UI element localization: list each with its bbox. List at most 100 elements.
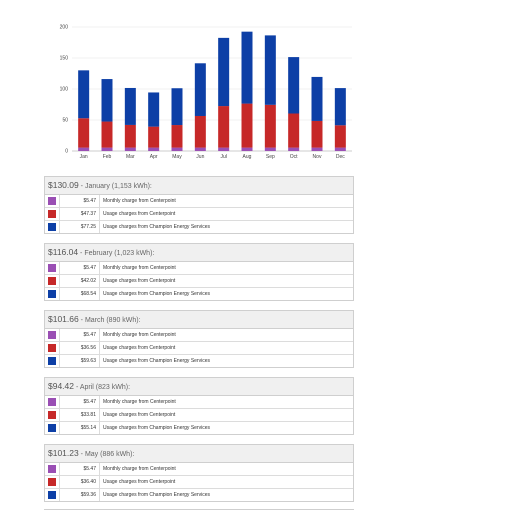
- charge-description: Monthly charge from Centerpoint: [103, 466, 176, 472]
- charge-row: $68.54 Usage charges from Champion Energy…: [45, 288, 353, 300]
- swatch-cell: [45, 195, 60, 207]
- y-tick-label: 150: [60, 56, 69, 62]
- swatch-cell: [45, 288, 60, 300]
- bar-segment-champion: [171, 88, 183, 126]
- bar-segment-centerpoint: [148, 126, 160, 148]
- charge-amount: $5.47: [60, 396, 100, 408]
- month-block: $116.04 - February (1,023 kWh): $5.47 Mont…: [44, 243, 354, 301]
- x-tick-label: Dec: [336, 154, 345, 160]
- x-tick-label: May: [172, 154, 182, 160]
- charge-row: $59.63 Usage charges from Champion Energy…: [45, 355, 353, 367]
- swatch-cell: [45, 422, 60, 434]
- charge-description: Monthly charge from Centerpoint: [103, 332, 176, 338]
- swatch-cell: [45, 476, 60, 488]
- y-tick-label: 0: [65, 149, 68, 155]
- swatch-cell: [45, 489, 60, 501]
- swatch-cell: [45, 329, 60, 341]
- charge-amount: $59.36: [60, 489, 100, 501]
- swatch-cell: [45, 342, 60, 354]
- bar-segment-centerpoint: [171, 125, 183, 148]
- color-swatch: [48, 478, 56, 486]
- charge-amount: $5.47: [60, 463, 100, 475]
- bar-segment-champion: [241, 31, 253, 104]
- bar-segment-monthly: [148, 147, 160, 151]
- month-header: $130.09 - January (1,153 kWh):: [45, 177, 353, 195]
- x-tick-label: Sep: [266, 154, 275, 160]
- bar-segment-monthly: [334, 147, 346, 151]
- charge-description: Usage charges from Centerpoint: [103, 479, 176, 485]
- bar-segment-centerpoint: [218, 106, 230, 148]
- swatch-cell: [45, 262, 60, 274]
- bar-segment-monthly: [241, 147, 253, 151]
- bar-segment-monthly: [124, 147, 136, 151]
- charge-amount: $5.47: [60, 329, 100, 341]
- x-tick-label: Mar: [126, 154, 135, 160]
- month-block: $101.66 - March (890 kWh): $5.47 Monthly c…: [44, 310, 354, 368]
- month-header: $94.42 - April (823 kWh):: [45, 378, 353, 396]
- charge-amount: $42.02: [60, 275, 100, 287]
- bar-segment-champion: [78, 70, 90, 119]
- month-label: - April (823 kWh):: [74, 384, 131, 391]
- charge-description: Usage charges from Champion Energy Servi…: [103, 224, 210, 230]
- bar-segment-champion: [148, 92, 160, 127]
- charge-amount: $55.14: [60, 422, 100, 434]
- charge-amount: $5.47: [60, 195, 100, 207]
- y-tick-label: 200: [60, 25, 69, 31]
- month-label: - May (886 kWh):: [78, 451, 135, 458]
- month-label: - January (1,153 kWh):: [78, 183, 152, 190]
- x-tick-label: Oct: [290, 154, 298, 160]
- swatch-cell: [45, 275, 60, 287]
- bar-segment-monthly: [311, 147, 323, 151]
- charge-amount: $59.63: [60, 355, 100, 367]
- x-tick-label: Jun: [196, 154, 204, 160]
- x-tick-label: Feb: [103, 154, 112, 160]
- charge-amount: $36.40: [60, 476, 100, 488]
- charge-amount: $77.25: [60, 221, 100, 233]
- month-block: $130.09 - January (1,153 kWh): $5.47 Month…: [44, 176, 354, 234]
- y-tick-label: 100: [60, 87, 69, 93]
- y-tick-label: 50: [62, 118, 68, 124]
- charge-description: Usage charges from Champion Energy Servi…: [103, 425, 210, 431]
- x-tick-label: Nov: [313, 154, 322, 160]
- x-tick-label: Jul: [220, 154, 226, 160]
- swatch-cell: [45, 208, 60, 220]
- color-swatch: [48, 398, 56, 406]
- color-swatch: [48, 210, 56, 218]
- swatch-cell: [45, 396, 60, 408]
- x-tick-label: Jan: [80, 154, 88, 160]
- color-swatch: [48, 465, 56, 473]
- color-swatch: [48, 277, 56, 285]
- swatch-cell: [45, 409, 60, 421]
- charge-description: Usage charges from Champion Energy Servi…: [103, 291, 210, 297]
- charge-description: Usage charges from Champion Energy Servi…: [103, 358, 210, 364]
- charge-row: $5.47 Monthly charge from Centerpoint: [45, 463, 353, 476]
- charge-description: Monthly charge from Centerpoint: [103, 265, 176, 271]
- charge-row: $5.47 Monthly charge from Centerpoint: [45, 195, 353, 208]
- charge-description: Usage charges from Centerpoint: [103, 278, 176, 284]
- charge-row: $55.14 Usage charges from Champion Energy…: [45, 422, 353, 434]
- bar-segment-champion: [288, 57, 300, 114]
- swatch-cell: [45, 463, 60, 475]
- bar-segment-monthly: [194, 147, 206, 151]
- charge-row: $36.40 Usage charges from Centerpoint: [45, 476, 353, 489]
- month-total: $130.09: [48, 180, 79, 190]
- bar-segment-monthly: [218, 147, 230, 151]
- charge-row: $5.47 Monthly charge from Centerpoint: [45, 329, 353, 342]
- charge-amount: $36.56: [60, 342, 100, 354]
- charge-description: Usage charges from Centerpoint: [103, 412, 176, 418]
- charge-description: Usage charges from Centerpoint: [103, 345, 176, 351]
- bar-segment-centerpoint: [78, 118, 90, 148]
- bar-segment-centerpoint: [101, 121, 113, 148]
- month-total: $101.23: [48, 448, 79, 458]
- bar-segment-monthly: [288, 147, 300, 151]
- bar-segment-champion: [101, 79, 113, 122]
- charge-description: Monthly charge from Centerpoint: [103, 399, 176, 405]
- charge-amount: $68.54: [60, 288, 100, 300]
- color-swatch: [48, 357, 56, 365]
- month-block: $101.23 - May (886 kWh): $5.47 Monthly cha…: [44, 444, 354, 502]
- bar-segment-monthly: [264, 147, 276, 151]
- bar-segment-champion: [264, 35, 276, 105]
- charge-amount: $5.47: [60, 262, 100, 274]
- color-swatch: [48, 491, 56, 499]
- month-label: - March (890 kWh):: [78, 317, 141, 324]
